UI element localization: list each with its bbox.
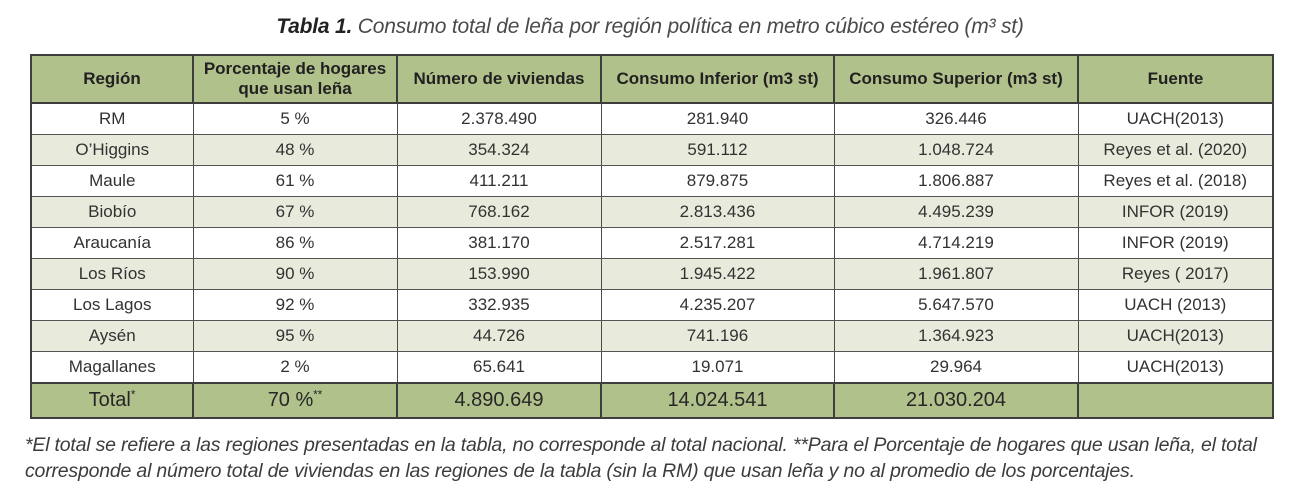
- cell-region: RM: [30, 102, 194, 135]
- cell-fuente: Reyes ( 2017): [1077, 258, 1274, 290]
- cell-porcentaje: 95 %: [192, 320, 398, 352]
- table-row-biobio: Biobío 67 % 768.162 2.813.436 4.495.239 …: [30, 196, 1274, 228]
- table-header: Región Porcentaje de hogares que usan le…: [30, 54, 1274, 104]
- consumo-lena-table: Región Porcentaje de hogares que usan le…: [30, 54, 1274, 419]
- table-row-magallanes: Magallanes 2 % 65.641 19.071 29.964 UACH…: [30, 351, 1274, 384]
- cell-total-porcentaje: 70 %**: [192, 382, 398, 419]
- cell-fuente: Reyes et al. (2018): [1077, 165, 1274, 197]
- cell-porcentaje: 2 %: [192, 351, 398, 384]
- cell-consumo-superior: 326.446: [833, 102, 1079, 135]
- table-row-loslagos: Los Lagos 92 % 332.935 4.235.207 5.647.5…: [30, 289, 1274, 321]
- cell-total-viviendas: 4.890.649: [396, 382, 602, 419]
- cell-region: Los Lagos: [30, 289, 194, 321]
- header-consumo-superior: Consumo Superior (m3 st): [833, 54, 1079, 104]
- total-pct-asterisks: **: [313, 388, 323, 402]
- cell-consumo-inferior: 19.071: [600, 351, 835, 384]
- cell-region: Araucanía: [30, 227, 194, 259]
- cell-region: Biobío: [30, 196, 194, 228]
- cell-viviendas: 153.990: [396, 258, 602, 290]
- table-row-total: Total* 70 %** 4.890.649 14.024.541 21.03…: [30, 382, 1274, 419]
- table-footnote: *El total se refiere a las regiones pres…: [25, 432, 1300, 484]
- cell-region: Maule: [30, 165, 194, 197]
- header-region: Región: [30, 54, 194, 104]
- cell-consumo-superior: 1.961.807: [833, 258, 1079, 290]
- cell-total-consumo-superior: 21.030.204: [833, 382, 1079, 419]
- cell-viviendas: 381.170: [396, 227, 602, 259]
- footnote-line-2: corresponde al número total de viviendas…: [25, 460, 1135, 482]
- cell-consumo-superior: 1.048.724: [833, 134, 1079, 166]
- cell-region: Magallanes: [30, 351, 194, 384]
- cell-porcentaje: 90 %: [192, 258, 398, 290]
- cell-consumo-inferior: 4.235.207: [600, 289, 835, 321]
- cell-porcentaje: 67 %: [192, 196, 398, 228]
- cell-consumo-inferior: 281.940: [600, 102, 835, 135]
- cell-region: Los Ríos: [30, 258, 194, 290]
- cell-viviendas: 411.211: [396, 165, 602, 197]
- table-title: Tabla 1. Consumo total de leña por regió…: [0, 15, 1300, 39]
- table-row-araucania: Araucanía 86 % 381.170 2.517.281 4.714.2…: [30, 227, 1274, 259]
- cell-porcentaje: 48 %: [192, 134, 398, 166]
- table-title-label: Tabla 1.: [276, 15, 353, 38]
- table-title-text: Consumo total de leña por región polític…: [352, 15, 1024, 38]
- cell-viviendas: 354.324: [396, 134, 602, 166]
- cell-viviendas: 65.641: [396, 351, 602, 384]
- table-row-losrios: Los Ríos 90 % 153.990 1.945.422 1.961.80…: [30, 258, 1274, 290]
- cell-total-fuente: [1077, 382, 1274, 419]
- table-row-rm: RM 5 % 2.378.490 281.940 326.446 UACH(20…: [30, 102, 1274, 135]
- header-viviendas: Número de viviendas: [396, 54, 602, 104]
- cell-fuente: UACH(2013): [1077, 320, 1274, 352]
- cell-viviendas: 332.935: [396, 289, 602, 321]
- cell-consumo-superior: 4.495.239: [833, 196, 1079, 228]
- cell-consumo-inferior: 741.196: [600, 320, 835, 352]
- header-fuente: Fuente: [1077, 54, 1274, 104]
- cell-porcentaje: 5 %: [192, 102, 398, 135]
- cell-viviendas: 768.162: [396, 196, 602, 228]
- cell-region: O’Higgins: [30, 134, 194, 166]
- cell-porcentaje: 61 %: [192, 165, 398, 197]
- total-label-text: Total: [88, 389, 131, 411]
- header-consumo-inferior: Consumo Inferior (m3 st): [600, 54, 835, 104]
- cell-fuente: UACH(2013): [1077, 102, 1274, 135]
- cell-total-consumo-inferior: 14.024.541: [600, 382, 835, 419]
- cell-consumo-inferior: 2.813.436: [600, 196, 835, 228]
- cell-region: Aysén: [30, 320, 194, 352]
- total-pct-text: 70 %: [267, 389, 314, 411]
- cell-fuente: INFOR (2019): [1077, 227, 1274, 259]
- footnote-line-1: *El total se refiere a las regiones pres…: [25, 434, 1257, 456]
- table-body: RM 5 % 2.378.490 281.940 326.446 UACH(20…: [30, 102, 1274, 419]
- cell-fuente: UACH(2013): [1077, 351, 1274, 384]
- total-label-asterisk: *: [130, 388, 136, 402]
- table-row-aysen: Aysén 95 % 44.726 741.196 1.364.923 UACH…: [30, 320, 1274, 352]
- cell-consumo-inferior: 879.875: [600, 165, 835, 197]
- table-row-maule: Maule 61 % 411.211 879.875 1.806.887 Rey…: [30, 165, 1274, 197]
- cell-fuente: UACH (2013): [1077, 289, 1274, 321]
- cell-consumo-inferior: 591.112: [600, 134, 835, 166]
- cell-consumo-inferior: 2.517.281: [600, 227, 835, 259]
- cell-consumo-superior: 1.806.887: [833, 165, 1079, 197]
- cell-fuente: INFOR (2019): [1077, 196, 1274, 228]
- cell-fuente: Reyes et al. (2020): [1077, 134, 1274, 166]
- cell-consumo-superior: 4.714.219: [833, 227, 1079, 259]
- cell-porcentaje: 86 %: [192, 227, 398, 259]
- cell-consumo-superior: 1.364.923: [833, 320, 1079, 352]
- cell-total-label: Total*: [30, 382, 194, 419]
- cell-consumo-superior: 5.647.570: [833, 289, 1079, 321]
- header-row: Región Porcentaje de hogares que usan le…: [30, 54, 1274, 104]
- cell-viviendas: 2.378.490: [396, 102, 602, 135]
- cell-viviendas: 44.726: [396, 320, 602, 352]
- cell-consumo-inferior: 1.945.422: [600, 258, 835, 290]
- cell-consumo-superior: 29.964: [833, 351, 1079, 384]
- cell-porcentaje: 92 %: [192, 289, 398, 321]
- header-porcentaje: Porcentaje de hogares que usan leña: [192, 54, 398, 104]
- table-row-ohiggins: O’Higgins 48 % 354.324 591.112 1.048.724…: [30, 134, 1274, 166]
